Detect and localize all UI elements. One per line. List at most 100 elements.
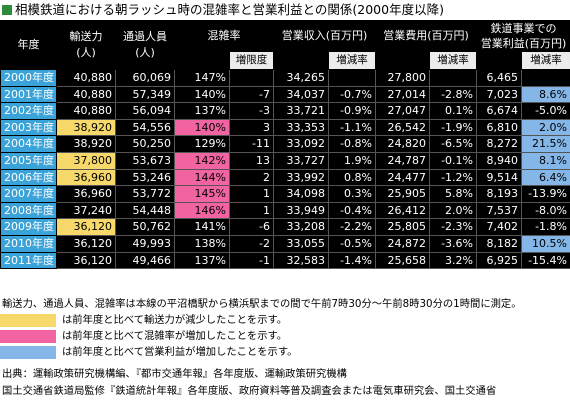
cell-exp: 25,905 (375, 185, 430, 203)
cell-cap: 37,800 (56, 151, 116, 170)
cell-rev: 33,055 (273, 234, 329, 253)
table-row: 2009年度 36,120 50,762 141% -6 33,208 -2.2% 25,80… (0, 218, 570, 236)
header-capacity-text: 輸送力 (人) (69, 30, 103, 59)
subheader-profit-change: 増減率 (521, 51, 570, 70)
cell-proc: 6.4% (521, 168, 570, 187)
yellow-swatch (0, 313, 56, 327)
cell-cr: 146% (174, 201, 230, 220)
cell-cr: 137% (174, 251, 230, 270)
year-cell: 2001年度 (0, 85, 57, 104)
cell-proc: -8.0% (521, 201, 570, 220)
header-expense: 営業費用(百万円) (375, 20, 477, 52)
cell-proc: -15.4% (521, 251, 570, 270)
cell-proc (521, 69, 570, 87)
cell-revc: -2.2% (328, 218, 376, 236)
table-row: 2000年度 40,880 60,069 147% 34,265 27,800 6,465 (0, 69, 570, 87)
cell-rev: 32,583 (273, 251, 329, 270)
cell-cr: 142% (174, 151, 230, 170)
blue-swatch (0, 345, 56, 359)
cell-cap: 38,920 (56, 135, 116, 153)
cell-pax: 54,448 (115, 201, 175, 220)
cell-expc: -3.6% (429, 234, 477, 253)
cell-expc: -2.3% (429, 218, 477, 236)
cell-exp: 24,477 (375, 168, 430, 187)
cell-pro: 7,402 (476, 218, 522, 236)
table-row: 2008年度 37,240 54,448 146% 1 33,949 -0.4% 26,412… (0, 201, 570, 220)
cell-expc: -1.2% (429, 168, 477, 187)
cell-revc: -0.9% (328, 102, 376, 120)
sources: 出典：運輸政策研究機構編、『都市交通年報』各年度版、運輸政策研究機構 国土交通省… (2, 366, 496, 400)
year-cell: 2011年度 (0, 251, 57, 270)
cell-pax: 50,762 (115, 218, 175, 236)
year-cell: 2004年度 (0, 135, 57, 153)
data-table: 年度 輸送力 (人) 通過人員 (人) 混雑率 営業収入(百万円) 営業費用(百… (0, 20, 570, 270)
cell-cap: 37,240 (56, 201, 116, 220)
cell-cap: 40,880 (56, 102, 116, 120)
cell-pax: 53,772 (115, 185, 175, 203)
cell-pro: 8,182 (476, 234, 522, 253)
cell-proc: 21.5% (521, 135, 570, 153)
cell-dlt: -2 (229, 234, 274, 253)
cell-revc: 0.8% (328, 168, 376, 187)
cell-dlt: -11 (229, 135, 274, 153)
subheader-revenue-change: 増減率 (328, 51, 376, 70)
cell-pax: 54,556 (115, 118, 175, 137)
legend-yellow-text: は前年度と比べて輸送力が減少したことを示す。 (62, 313, 288, 326)
cell-cap: 36,960 (56, 168, 116, 187)
year-cell: 2005年度 (0, 151, 57, 170)
cell-pax: 57,349 (115, 85, 175, 104)
cell-revc: 1.9% (328, 151, 376, 170)
cell-cr: 147% (174, 69, 230, 87)
source-line-2: 国土交通省鉄道局監修『鉄道統計年報』各年度版、政府資料等普及調査会または電気車研… (2, 385, 497, 397)
cell-rev: 33,721 (273, 102, 329, 120)
cell-pro: 6,810 (476, 118, 522, 137)
cell-dlt: 1 (229, 201, 274, 220)
cell-cr: 141% (174, 218, 230, 236)
cell-dlt: -6 (229, 218, 274, 236)
cell-exp: 27,014 (375, 85, 430, 104)
cell-cap: 40,880 (56, 85, 116, 104)
legend-pink-text: は前年度と比べて混雑率が増加したことを示す。 (62, 329, 288, 342)
table-row: 2006年度 36,960 53,246 144% 2 33,992 0.8% 24,477-… (0, 168, 570, 187)
cell-cr: 137% (174, 102, 230, 120)
year-cell: 2009年度 (0, 218, 57, 236)
cell-revc: 0.3% (328, 185, 376, 203)
cell-rev: 33,092 (273, 135, 329, 153)
year-cell: 2003年度 (0, 118, 57, 137)
cell-pro: 6,674 (476, 102, 522, 120)
cell-revc: -0.8% (328, 135, 376, 153)
cell-pax: 49,993 (115, 234, 175, 253)
table-row: 2007年度 36,960 53,772 145% 1 34,098 0.3% 25,905 5… (0, 185, 570, 203)
cell-rev: 34,098 (273, 185, 329, 203)
cell-dlt: -1 (229, 251, 274, 270)
source-line-1: 出典：運輸政策研究機構編、『都市交通年報』各年度版、運輸政策研究機構 (2, 368, 347, 380)
subheader-blank-3 (375, 51, 430, 70)
legend-pink: は前年度と比べて混雑率が増加したことを示す。 (0, 328, 570, 344)
cell-rev: 33,949 (273, 201, 329, 220)
header-passengers-text: 通過人員 (人) (123, 30, 167, 59)
legend-blue-text: は前年度と比べて営業利益が増加したことを示す。 (62, 345, 298, 358)
cell-cr: 140% (174, 85, 230, 104)
cell-dlt: 13 (229, 151, 274, 170)
cell-cap: 40,880 (56, 69, 116, 87)
year-cell: 2010年度 (0, 234, 57, 253)
page-title: 相模鉄道における朝ラッシュ時の混雑率と営業利益との関係(2000年度以降) (2, 2, 444, 18)
cell-expc: 3.2% (429, 251, 477, 270)
cell-exp: 24,820 (375, 135, 430, 153)
cell-rev: 34,037 (273, 85, 329, 104)
cell-rev: 33,353 (273, 118, 329, 137)
header-congestion: 混雑率 (174, 20, 274, 52)
cell-rev: 34,265 (273, 69, 329, 87)
header-row: 年度 輸送力 (人) 通過人員 (人) 混雑率 営業収入(百万円) 営業費用(百… (0, 20, 570, 70)
cell-rev: 33,727 (273, 151, 329, 170)
cell-proc: 10.5% (521, 234, 570, 253)
cell-pro: 6,925 (476, 251, 522, 270)
table-body: 2000年度 40,880 60,069 147% 34,265 27,800 6,465 2… (0, 69, 570, 270)
header-year: 年度 (0, 20, 57, 70)
cell-cap: 36,120 (56, 218, 116, 236)
cell-revc (328, 69, 376, 87)
cell-pro: 7,537 (476, 201, 522, 220)
cell-expc: 0.1% (429, 102, 477, 120)
title-text: 相模鉄道における朝ラッシュ時の混雑率と営業利益との関係(2000年度以降) (15, 2, 444, 17)
